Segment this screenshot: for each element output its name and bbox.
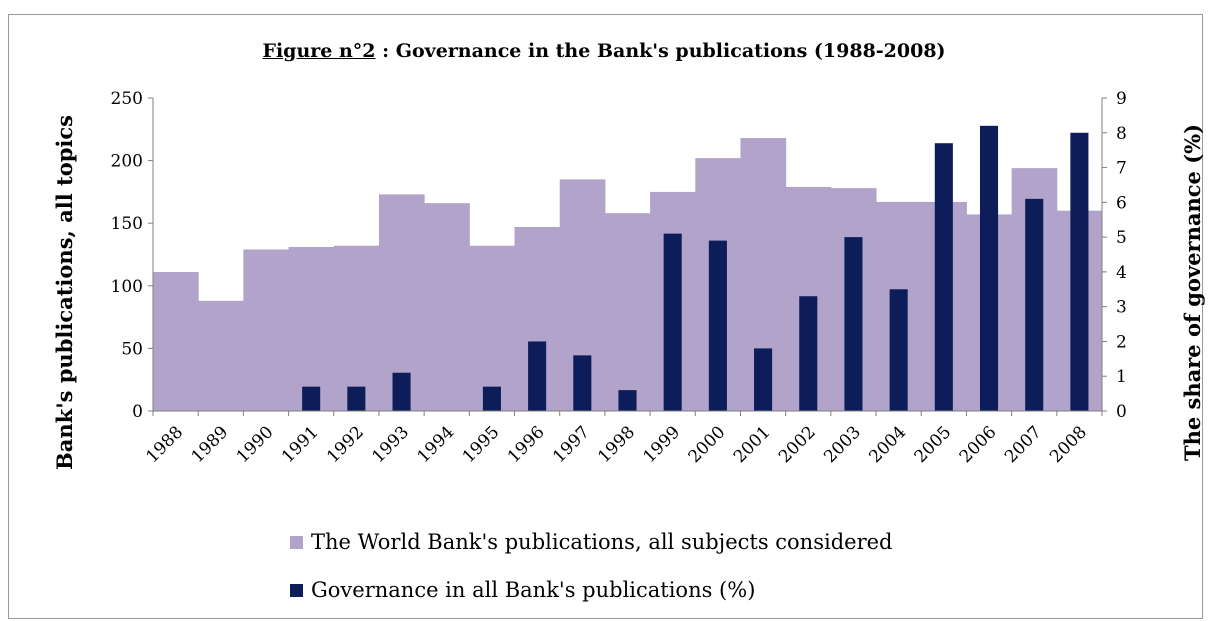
x-tick-label: 1990 bbox=[233, 422, 278, 467]
governance-bar-2003 bbox=[844, 237, 863, 411]
x-tick-label: 1994 bbox=[414, 422, 459, 467]
y-axis-title: Bank's publications, all topics bbox=[52, 115, 77, 470]
chart-frame bbox=[8, 14, 1203, 619]
chart-title-figure-number: Figure n°2 bbox=[262, 40, 376, 62]
legend-label-publications: The World Bank's publications, all subje… bbox=[311, 530, 893, 554]
governance-bar-2008 bbox=[1070, 132, 1089, 411]
y2-tick-label: 6 bbox=[1116, 193, 1127, 213]
x-tick-label: 2000 bbox=[685, 422, 730, 467]
y2-axis-title: The share of governance (%) bbox=[1180, 124, 1205, 461]
y2-tick-label: 5 bbox=[1116, 228, 1127, 248]
x-tick-label: 2007 bbox=[1001, 422, 1046, 467]
publications-area-segment-1992 bbox=[333, 245, 380, 411]
y2-tick-label: 4 bbox=[1116, 263, 1127, 283]
publications-area-segment-1991 bbox=[288, 246, 335, 411]
x-tick-label: 2005 bbox=[911, 422, 956, 467]
y2-tick-label: 9 bbox=[1116, 89, 1127, 109]
y2-tick-label: 7 bbox=[1116, 159, 1127, 179]
chart-title: Figure n°2 : Governance in the Bank's pu… bbox=[0, 40, 1208, 62]
x-tick-label: 2001 bbox=[730, 422, 775, 467]
publications-area-segment-1998 bbox=[604, 213, 651, 411]
x-tick-label: 1996 bbox=[504, 422, 549, 467]
y2-tick-label: 2 bbox=[1116, 332, 1127, 352]
governance-bar-1991 bbox=[302, 386, 321, 411]
publications-area-layer bbox=[153, 138, 1103, 411]
y2-tick-label: 8 bbox=[1116, 124, 1127, 144]
governance-bar-2001 bbox=[754, 348, 773, 411]
publications-area-segment-1990 bbox=[243, 249, 290, 411]
y-tick-label: 50 bbox=[121, 339, 143, 359]
legend-item-publications: The World Bank's publications, all subje… bbox=[290, 530, 892, 554]
x-tick-label: 1995 bbox=[459, 422, 504, 467]
y-tick-label: 0 bbox=[132, 402, 143, 422]
governance-bar-1997 bbox=[573, 355, 592, 411]
governance-bar-1996 bbox=[528, 341, 547, 411]
governance-bar-2007 bbox=[1025, 198, 1044, 411]
publications-area-segment-1988 bbox=[153, 272, 199, 411]
x-tick-label: 1991 bbox=[278, 422, 323, 467]
publications-area-segment-1989 bbox=[198, 300, 244, 411]
x-tick-label: 1998 bbox=[594, 422, 639, 467]
y-tick-label: 200 bbox=[111, 152, 143, 172]
publications-area-segment-1995 bbox=[469, 245, 516, 411]
y2-tick-label: 1 bbox=[1116, 367, 1127, 387]
y-tick-label: 250 bbox=[111, 89, 143, 109]
legend-swatch-publications bbox=[290, 535, 303, 549]
chart-title-text: : Governance in the Bank's publications … bbox=[375, 40, 946, 62]
y-tick-label: 150 bbox=[111, 214, 143, 234]
x-tick-label: 1989 bbox=[188, 422, 233, 467]
governance-bar-1995 bbox=[482, 386, 501, 411]
governance-bar-2004 bbox=[889, 289, 908, 411]
x-tick-label: 2004 bbox=[865, 422, 910, 467]
legend-swatch-governance bbox=[290, 583, 303, 597]
governance-bar-2005 bbox=[934, 143, 953, 411]
legend-label-governance: Governance in all Bank's publications (%… bbox=[311, 578, 756, 602]
governance-bar-1993 bbox=[392, 372, 411, 411]
y-tick-label: 100 bbox=[111, 277, 143, 297]
governance-bars-layer bbox=[302, 125, 1089, 412]
legend-item-governance: Governance in all Bank's publications (%… bbox=[290, 578, 755, 602]
x-tick-label: 2008 bbox=[1046, 422, 1091, 467]
governance-bar-2006 bbox=[979, 125, 999, 412]
x-tick-label: 2003 bbox=[820, 422, 865, 467]
y2-tick-label: 0 bbox=[1116, 402, 1127, 422]
x-tick-label: 2002 bbox=[775, 422, 820, 467]
x-tick-label: 1997 bbox=[549, 422, 594, 467]
governance-bar-1992 bbox=[347, 386, 366, 411]
y2-tick-label: 3 bbox=[1116, 298, 1127, 318]
x-tick-label: 1988 bbox=[142, 422, 187, 467]
governance-bar-2000 bbox=[708, 240, 727, 411]
governance-bar-1998 bbox=[618, 390, 637, 411]
governance-bar-2002 bbox=[799, 296, 818, 411]
x-tick-label: 1992 bbox=[323, 422, 368, 467]
publications-area-segment-1994 bbox=[424, 203, 470, 411]
x-tick-label: 1993 bbox=[368, 422, 413, 467]
x-tick-label: 2006 bbox=[956, 422, 1001, 467]
x-tick-label: 1999 bbox=[639, 422, 684, 467]
governance-bar-1999 bbox=[663, 233, 682, 411]
